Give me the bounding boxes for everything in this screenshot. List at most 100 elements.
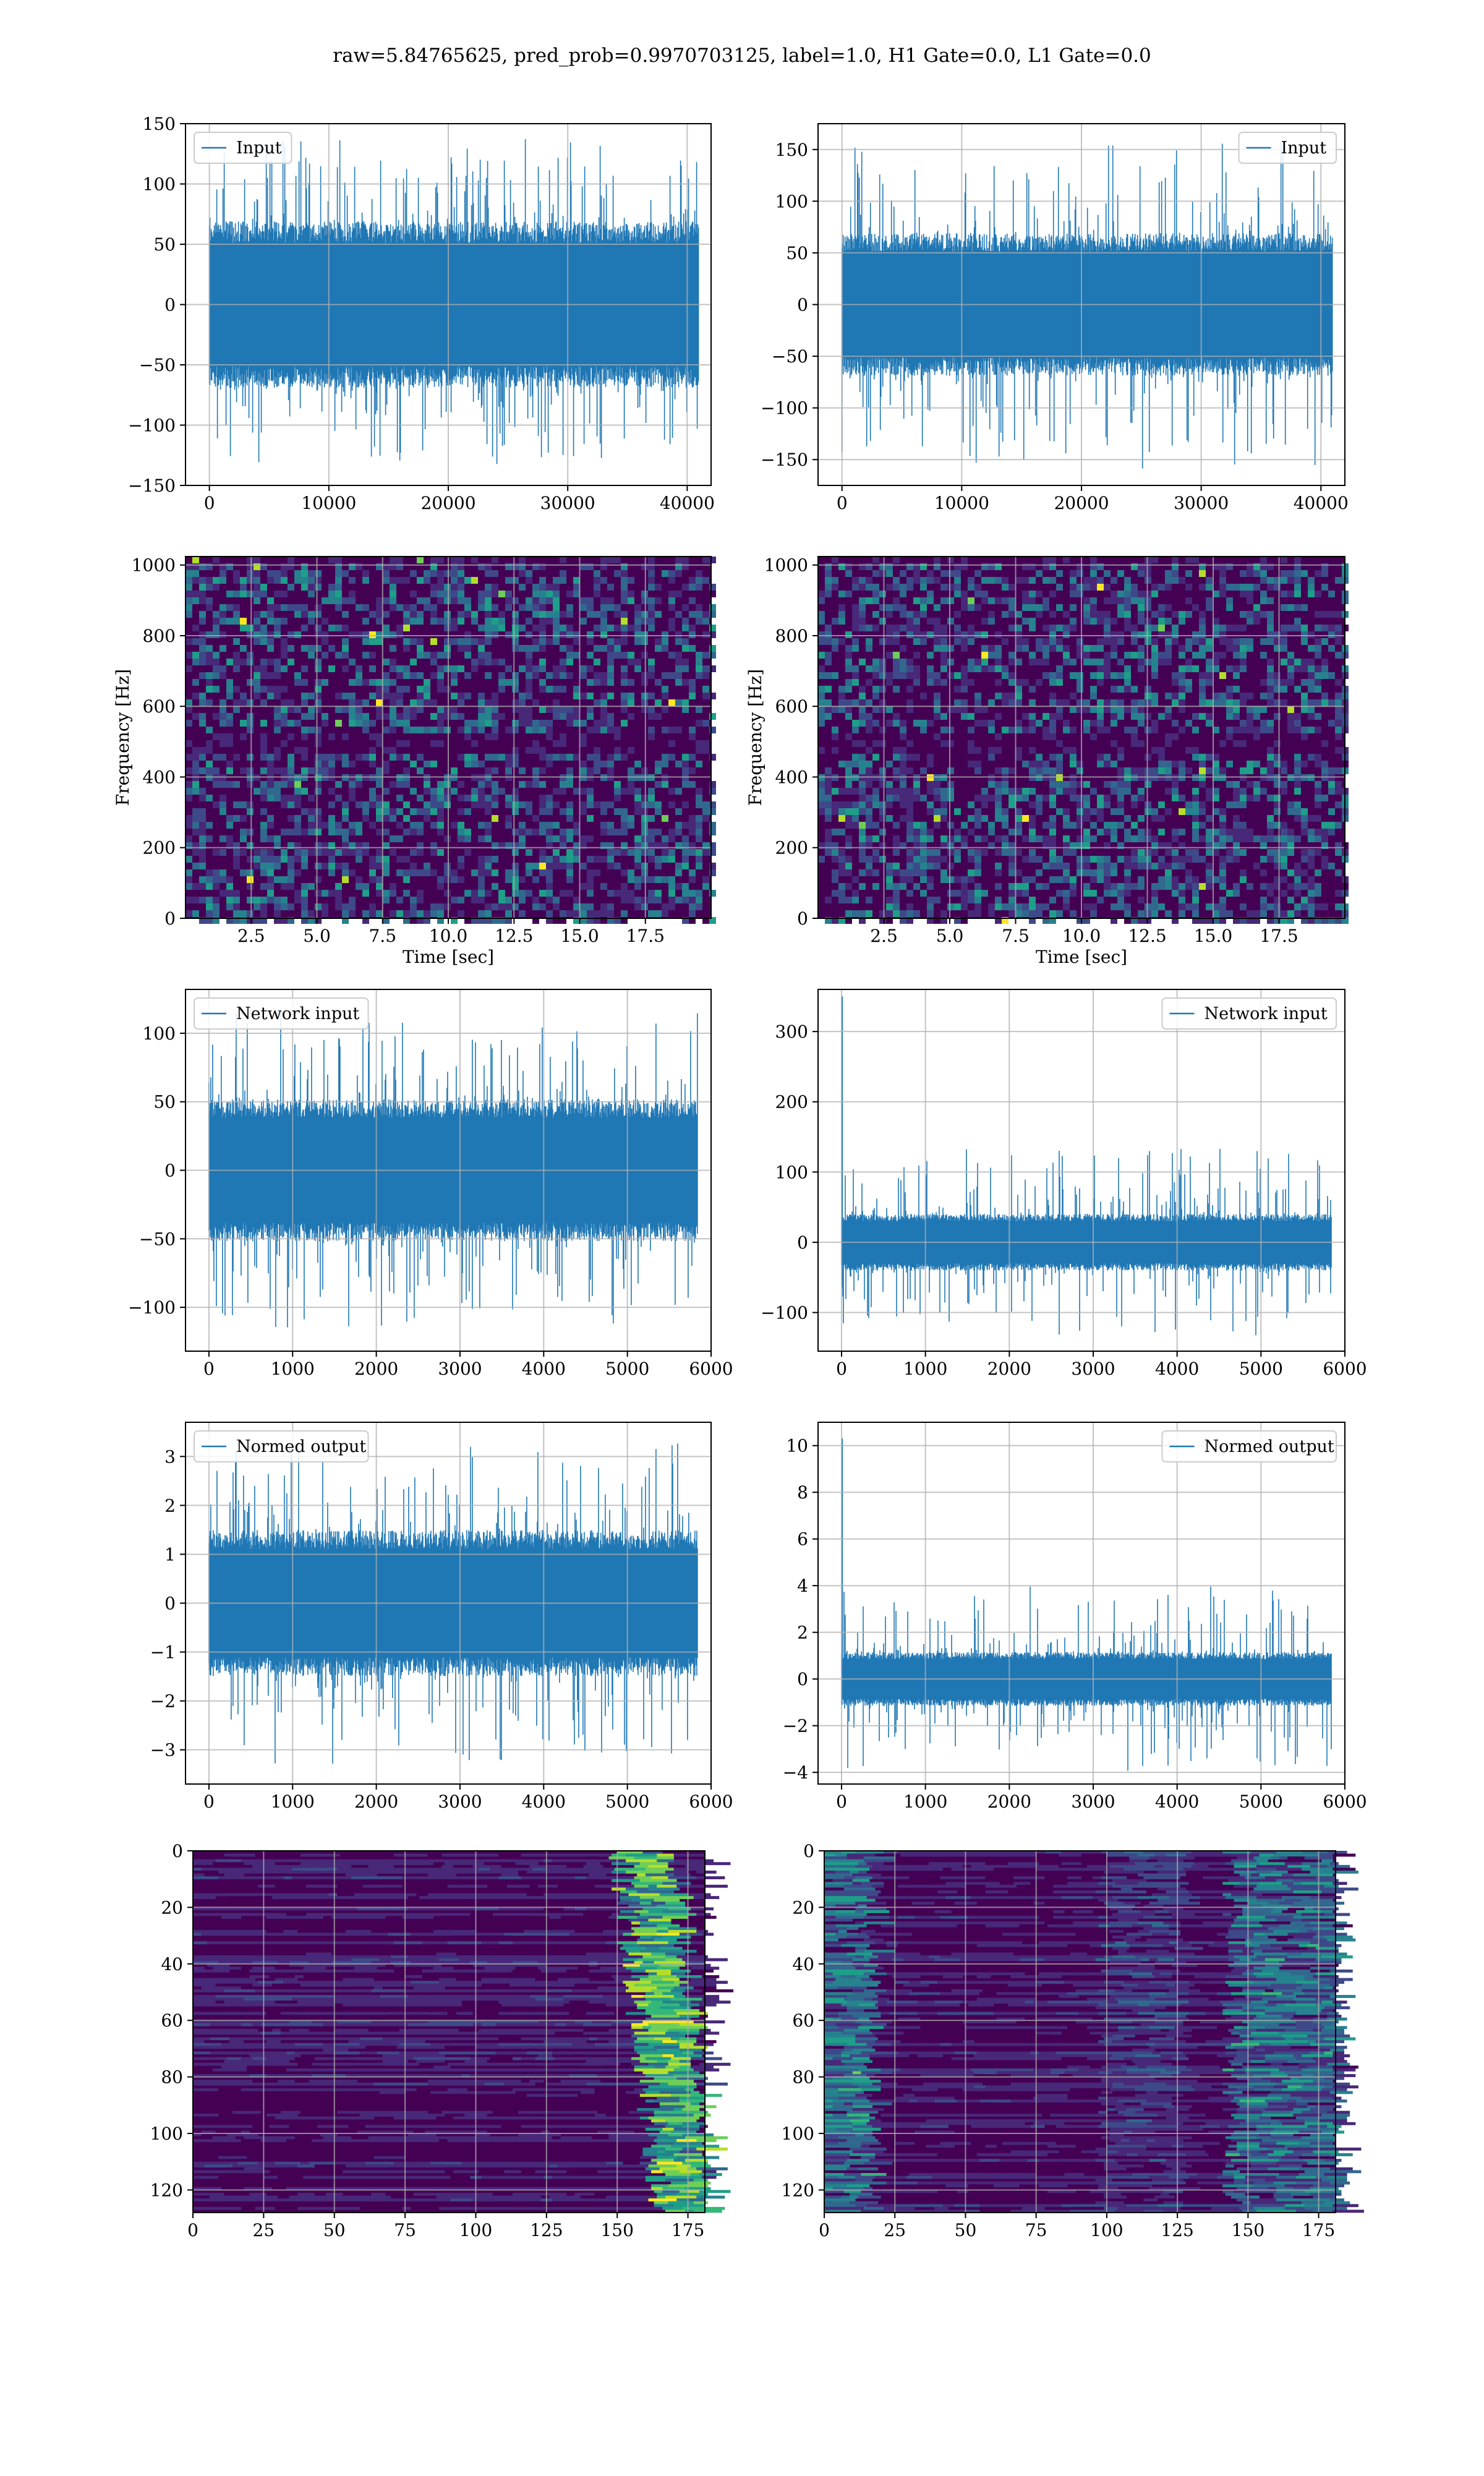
heatmap-cell	[1097, 808, 1104, 815]
heatmap-cell	[573, 720, 580, 727]
heatmap-cell	[1267, 849, 1274, 856]
heatmap-cell	[1036, 795, 1043, 801]
heatmap-cell	[342, 835, 349, 842]
heatmap-cell	[1287, 849, 1294, 856]
heatmap-cell	[1138, 849, 1145, 856]
heatmap-cell	[696, 822, 702, 829]
heatmap-cell	[682, 693, 689, 699]
heatmap-cell	[335, 693, 342, 699]
heatmap-cell	[424, 679, 430, 686]
heatmap-cell	[294, 577, 301, 584]
heatmap-cell	[906, 659, 913, 665]
heatmap-cell	[390, 699, 396, 706]
heatmap-cell	[1294, 618, 1301, 625]
heatmap-cell	[995, 897, 1002, 903]
heatmap-cell	[879, 638, 886, 645]
heatmap-cell	[641, 801, 648, 808]
heatmap-cell	[362, 754, 369, 761]
heatmap-cell	[553, 883, 560, 890]
heatmap-cell	[866, 713, 872, 720]
heatmap-cell	[607, 570, 614, 577]
heatmap-cell	[1233, 822, 1240, 829]
x-tick-label: 40000	[660, 493, 715, 513]
heatmap-cell	[1321, 672, 1328, 679]
heatmap-cell	[696, 706, 702, 713]
heatmap-cell	[1199, 883, 1206, 890]
heatmap-cell	[281, 856, 288, 863]
heatmap-cell	[1185, 679, 1192, 686]
heatmap-cell	[424, 584, 430, 591]
heatmap-cell	[1158, 659, 1165, 665]
heatmap-cell	[288, 720, 294, 727]
heatmap-cell	[587, 631, 594, 638]
heatmap-cell	[566, 672, 573, 679]
heatmap-cell	[900, 754, 906, 761]
heatmap-cell	[1206, 699, 1213, 706]
heatmap-cell	[947, 706, 954, 713]
heatmap-cell	[349, 699, 356, 706]
heatmap-cell	[838, 883, 845, 890]
heatmap-cell	[1206, 829, 1213, 835]
heatmap-cell	[1281, 631, 1287, 638]
heatmap-cell	[437, 597, 444, 604]
heatmap-cell	[519, 781, 526, 788]
heatmap-cell	[383, 815, 390, 822]
heatmap-cell	[920, 795, 927, 801]
heatmap-cell	[961, 584, 968, 591]
heatmap-cell	[186, 815, 192, 822]
heatmap-cell	[410, 761, 417, 767]
y-tick-label: −150	[128, 476, 176, 496]
heatmap-cell	[662, 774, 668, 781]
heatmap-cell	[192, 883, 199, 890]
heatmap-cell	[233, 706, 240, 713]
heatmap-cell	[1056, 570, 1063, 577]
heatmap-cell	[526, 720, 532, 727]
heatmap-cell	[260, 897, 267, 903]
heatmap-cell	[832, 733, 838, 740]
heatmap-cell	[1090, 584, 1097, 591]
heatmap-cell	[444, 856, 451, 863]
heatmap-cell	[961, 883, 968, 890]
heatmap-cell	[927, 883, 934, 890]
heatmap-cell	[1002, 903, 1009, 910]
heatmap-cell	[1090, 611, 1097, 618]
heatmap-cell	[281, 713, 288, 720]
heatmap-cell	[934, 672, 940, 679]
heatmap-cell	[566, 856, 573, 863]
heatmap-cell	[437, 720, 444, 727]
heatmap-cell	[539, 767, 546, 774]
heatmap-cell	[233, 686, 240, 693]
heatmap-cell	[1131, 727, 1138, 733]
heatmap-cell	[437, 570, 444, 577]
y-tick-label: 50	[153, 234, 176, 255]
heatmap-cell	[512, 781, 519, 788]
heatmap-cell	[1315, 727, 1321, 733]
heatmap-cell	[1036, 883, 1043, 890]
heatmap-cell	[648, 849, 655, 856]
heatmap-cell	[1219, 591, 1226, 597]
heatmap-cell	[1104, 801, 1111, 808]
heatmap-cell	[1315, 693, 1321, 699]
heatmap-cell	[526, 672, 532, 679]
heatmap-cell	[1077, 808, 1083, 815]
x-axis-label: Time [sec]	[403, 947, 494, 967]
heatmap-cell	[192, 822, 199, 829]
heatmap-cell	[1111, 890, 1117, 897]
heatmap-cell	[709, 604, 716, 611]
heatmap-cell	[614, 625, 621, 631]
heatmap-cell	[1104, 611, 1111, 618]
heatmap-cell	[267, 890, 274, 897]
heatmap-cell	[573, 706, 580, 713]
heatmap-cell	[1097, 822, 1104, 829]
heatmap-cell	[349, 706, 356, 713]
heatmap-cell	[893, 591, 900, 597]
heatmap-cell	[383, 727, 390, 733]
heatmap-cell	[1287, 570, 1294, 577]
heatmap-cell	[641, 829, 648, 835]
heatmap-cell	[906, 611, 913, 618]
heatmap-cell	[376, 910, 383, 917]
heatmap-cell	[498, 659, 505, 665]
heatmap-cell	[920, 693, 927, 699]
heatmap-cell	[186, 897, 192, 903]
heatmap-cell	[648, 856, 655, 863]
